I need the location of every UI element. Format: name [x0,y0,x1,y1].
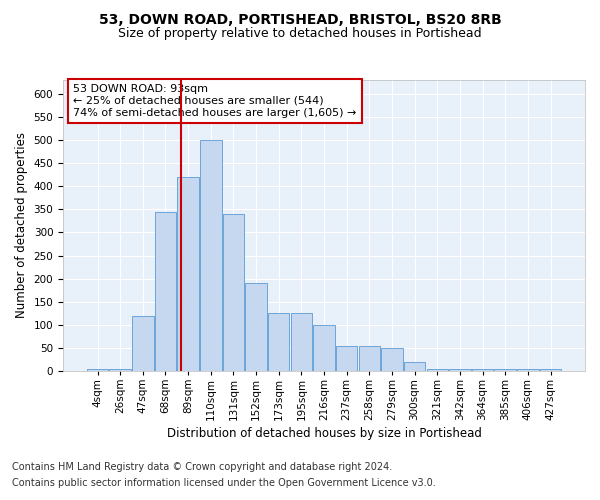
Bar [155,212,176,371]
Bar [472,368,493,371]
Bar [268,314,289,371]
Bar [200,140,221,371]
Bar [404,362,425,371]
Bar [178,177,199,371]
Bar [449,368,470,371]
Bar [290,314,312,371]
Bar [427,368,448,371]
Bar [109,368,131,371]
Bar [359,346,380,371]
Text: Contains public sector information licensed under the Open Government Licence v3: Contains public sector information licen… [12,478,436,488]
Text: 53, DOWN ROAD, PORTISHEAD, BRISTOL, BS20 8RB: 53, DOWN ROAD, PORTISHEAD, BRISTOL, BS20… [98,12,502,26]
Y-axis label: Number of detached properties: Number of detached properties [15,132,28,318]
Text: Size of property relative to detached houses in Portishead: Size of property relative to detached ho… [118,28,482,40]
Bar [245,283,267,371]
Bar [132,316,154,371]
Bar [494,368,516,371]
Text: 53 DOWN ROAD: 93sqm
← 25% of detached houses are smaller (544)
74% of semi-detac: 53 DOWN ROAD: 93sqm ← 25% of detached ho… [73,84,357,117]
Bar [336,346,358,371]
X-axis label: Distribution of detached houses by size in Portishead: Distribution of detached houses by size … [167,427,481,440]
Bar [381,348,403,371]
Bar [87,368,108,371]
Bar [313,325,335,371]
Bar [223,214,244,371]
Bar [540,368,561,371]
Bar [517,368,539,371]
Text: Contains HM Land Registry data © Crown copyright and database right 2024.: Contains HM Land Registry data © Crown c… [12,462,392,472]
